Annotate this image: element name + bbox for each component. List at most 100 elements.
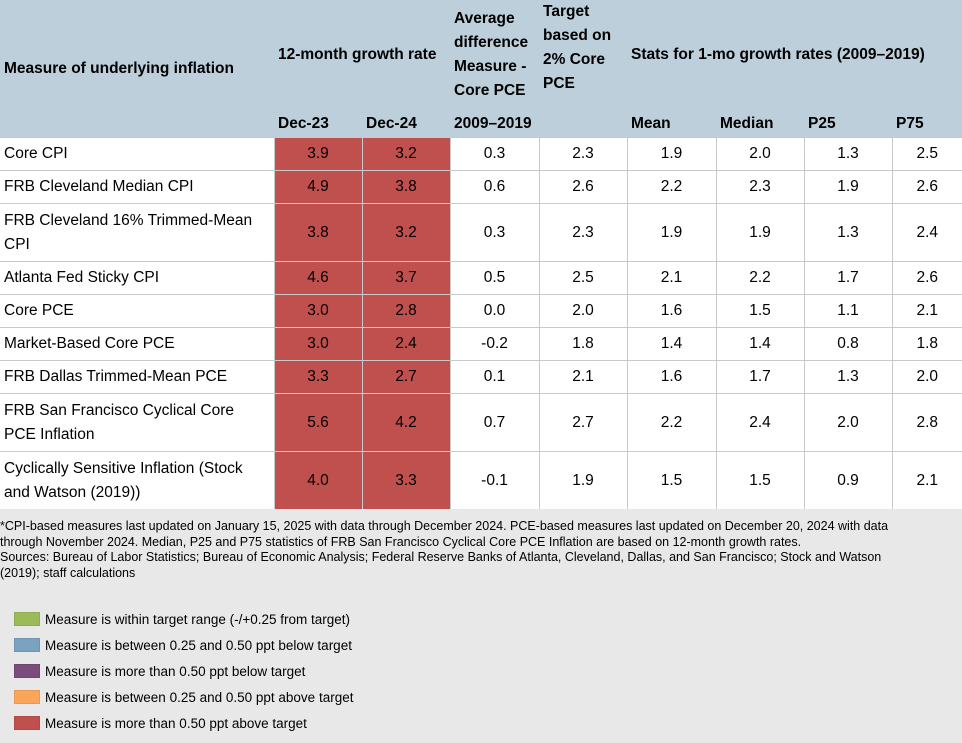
cell-dec24: 3.2: [361, 137, 451, 171]
cell-dec23: 3.3: [273, 360, 362, 394]
cell-p75: 2.8: [891, 393, 962, 452]
legend-label: Measure is between 0.25 and 0.50 ppt abo…: [45, 689, 354, 705]
header-avgdiff-line2: difference: [454, 34, 529, 51]
row-label: FRB Cleveland 16% Trimmed-Mean CPI: [0, 203, 274, 262]
cell-median: 1.4: [715, 327, 805, 361]
cell-median: 2.2: [715, 261, 805, 295]
cell-dec24: 4.2: [361, 393, 451, 452]
legend-item: Measure is within target range (-/+0.25 …: [14, 606, 353, 632]
legend-swatch: [14, 716, 40, 730]
cell-target: 2.5: [538, 261, 628, 295]
legend-swatch: [14, 690, 40, 704]
legend-swatch: [14, 664, 40, 678]
table-row: Core CPI 3.9 3.2 0.3 2.3 1.9 2.0 1.3 2.5: [0, 137, 962, 171]
cell-dec23: 3.9: [273, 137, 362, 171]
row-label: Core PCE: [0, 294, 274, 328]
table-row: FRB San Francisco Cyclical Core PCE Infl…: [0, 393, 962, 452]
cell-dec24: 2.4: [361, 327, 451, 361]
cell-dec23: 4.0: [273, 451, 362, 509]
sources-line: (2019); staff calculations: [0, 565, 136, 580]
header-target-line1: Target: [543, 3, 590, 20]
cell-p25: 1.3: [803, 137, 893, 171]
cell-p75: 2.6: [891, 261, 962, 295]
table-row: Core PCE 3.0 2.8 0.0 2.0 1.6 1.5 1.1 2.1: [0, 294, 962, 328]
inflation-table: Measure of underlying inflation 12-month…: [0, 0, 962, 509]
legend-item: Measure is between 0.25 and 0.50 ppt bel…: [14, 632, 353, 658]
header-median: Median: [716, 110, 805, 138]
cell-avgdiff: -0.1: [449, 451, 540, 509]
legend-label: Measure is within target range (-/+0.25 …: [45, 611, 351, 627]
cell-median: 1.5: [715, 451, 805, 509]
cell-p75: 2.0: [891, 360, 962, 394]
cell-avgdiff: 0.0: [449, 294, 540, 328]
header-average-difference: Average difference Measure - Core PCE: [450, 0, 540, 111]
header-target: Target based on 2% Core PCE: [539, 0, 628, 138]
table-row: Atlanta Fed Sticky CPI 4.6 3.7 0.5 2.5 2…: [0, 261, 962, 295]
cell-avgdiff: 0.3: [449, 203, 540, 262]
cell-target: 2.3: [538, 203, 628, 262]
cell-target: 2.1: [538, 360, 628, 394]
cell-mean: 1.9: [626, 137, 717, 171]
cell-dec23: 5.6: [273, 393, 362, 452]
header-avgdiff-line3: Measure -: [454, 58, 527, 75]
header-period: 2009–2019: [450, 110, 540, 138]
header-target-line4: PCE: [543, 75, 575, 92]
header-dec24: Dec-24: [362, 110, 451, 138]
cell-target: 2.6: [538, 170, 628, 204]
cell-target: 1.8: [538, 327, 628, 361]
cell-target: 1.9: [538, 451, 628, 509]
header-avgdiff-line1: Average: [454, 10, 515, 27]
cell-median: 1.5: [715, 294, 805, 328]
cell-median: 1.7: [715, 360, 805, 394]
cell-mean: 1.9: [626, 203, 717, 262]
cell-mean: 2.2: [626, 170, 717, 204]
legend-label: Measure is more than 0.50 ppt below targ…: [45, 663, 306, 679]
cell-target: 2.0: [538, 294, 628, 328]
header-avgdiff-line4: Core PCE: [454, 82, 526, 99]
header-p25: P25: [804, 110, 893, 138]
header-12-month-growth: 12-month growth rate: [274, 0, 451, 111]
footnotes: *CPI-based measures last updated on Janu…: [0, 511, 962, 581]
legend-label: Measure is more than 0.50 ppt above targ…: [45, 715, 307, 731]
cell-dec23: 3.0: [273, 327, 362, 361]
row-label: Market-Based Core PCE: [0, 327, 274, 361]
row-label: Core CPI: [0, 137, 274, 171]
row-label: FRB Cleveland Median CPI: [0, 170, 274, 204]
cell-p75: 2.1: [891, 451, 962, 509]
cell-mean: 2.2: [626, 393, 717, 452]
cell-dec23: 4.9: [273, 170, 362, 204]
table-row: FRB Dallas Trimmed-Mean PCE 3.3 2.7 0.1 …: [0, 360, 962, 394]
cell-avgdiff: 0.6: [449, 170, 540, 204]
legend-swatch: [14, 612, 40, 626]
cell-p75: 1.8: [891, 327, 962, 361]
row-label: FRB Dallas Trimmed-Mean PCE: [0, 360, 274, 394]
cell-p25: 1.1: [803, 294, 893, 328]
row-label: FRB San Francisco Cyclical Core PCE Infl…: [0, 393, 274, 452]
footnote-line: *CPI-based measures last updated on Janu…: [0, 519, 889, 533]
cell-p75: 2.4: [891, 203, 962, 262]
cell-avgdiff: 0.1: [449, 360, 540, 394]
cell-p25: 2.0: [803, 393, 893, 452]
legend-item: Measure is more than 0.50 ppt below targ…: [14, 658, 353, 684]
header-measure: Measure of underlying inflation: [0, 0, 274, 138]
header-dec23: Dec-23: [274, 110, 362, 138]
legend-item: Measure is more than 0.50 ppt above targ…: [14, 710, 353, 736]
header-mean: Mean: [627, 110, 717, 138]
cell-p25: 1.3: [803, 203, 893, 262]
cell-mean: 1.5: [626, 451, 717, 509]
header-stats: Stats for 1-mo growth rates (2009–2019): [627, 0, 962, 111]
cell-dec24: 3.8: [361, 170, 451, 204]
cell-avgdiff: 0.3: [449, 137, 540, 171]
cell-median: 2.0: [715, 137, 805, 171]
cell-mean: 1.4: [626, 327, 717, 361]
header-target-line3: 2% Core: [543, 51, 606, 68]
cell-p75: 2.6: [891, 170, 962, 204]
table-row: Market-Based Core PCE 3.0 2.4 -0.2 1.8 1…: [0, 327, 962, 361]
legend-swatch: [14, 638, 40, 652]
cell-dec23: 3.0: [273, 294, 362, 328]
cell-p25: 1.7: [803, 261, 893, 295]
cell-p25: 0.8: [803, 327, 893, 361]
table-row: FRB Cleveland Median CPI 4.9 3.8 0.6 2.6…: [0, 170, 962, 204]
sources-line: Sources: Bureau of Labor Statistics; Bur…: [0, 550, 882, 564]
cell-p25: 1.9: [803, 170, 893, 204]
